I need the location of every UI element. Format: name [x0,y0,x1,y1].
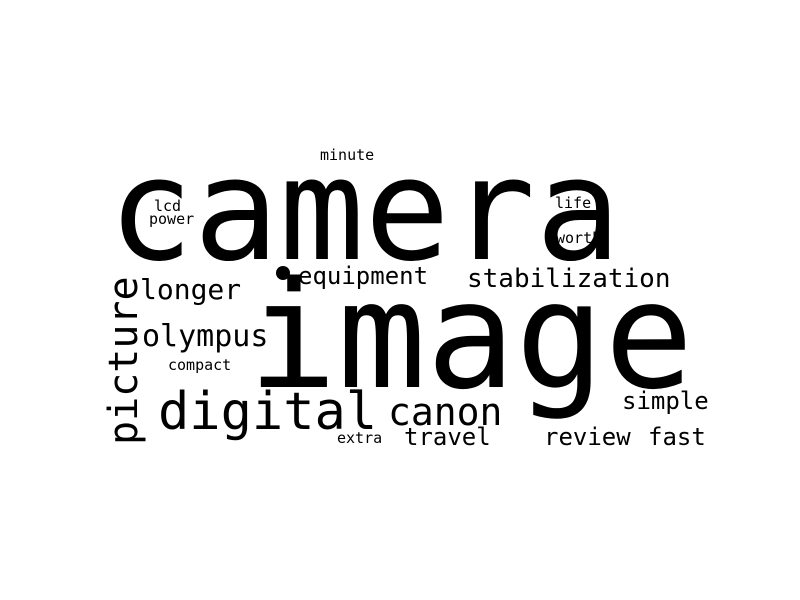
word-stabilization: stabilization [467,264,671,294]
word-picture: picture [101,276,147,445]
word-olympus: olympus [142,319,269,354]
word-review: review [544,423,631,451]
word-lcd: lcd [154,197,182,215]
bullet-dot [276,266,290,280]
word-camera: camera [108,128,621,293]
word-life: life [555,194,592,212]
word-power: power [149,210,195,228]
word-compact: compact [168,356,232,374]
word-extra: extra [337,429,383,447]
word-fast: fast [648,423,706,451]
word-longer: longer [140,273,242,306]
word-digital: digital [158,382,378,442]
word-equipment: equipment [298,262,429,290]
word-travel: travel [404,423,491,451]
word-worth: worth [556,229,602,247]
word-image: image [248,250,694,422]
word-canon: canon [388,390,503,434]
word-simple: simple [622,387,709,415]
word-minute: minute [320,146,375,164]
